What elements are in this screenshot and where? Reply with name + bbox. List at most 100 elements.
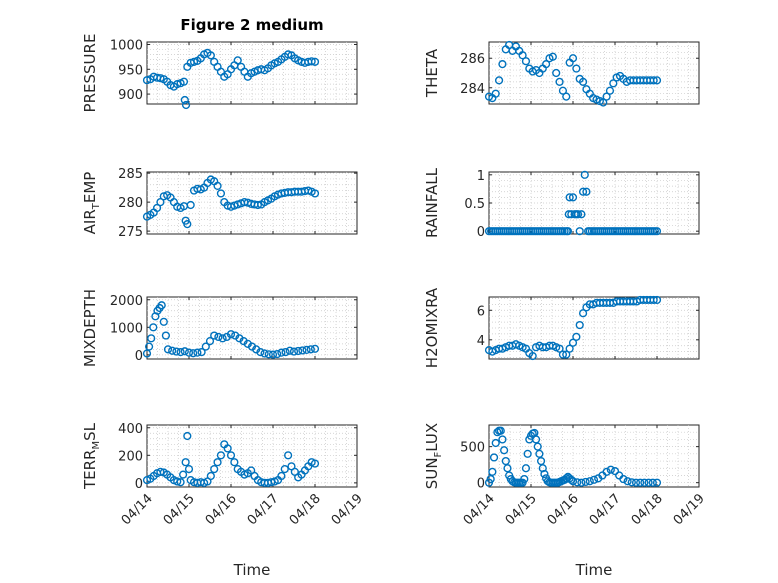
- data-point: [568, 193, 578, 202]
- data-point: [652, 227, 662, 236]
- data-point: [216, 189, 226, 198]
- y-tick-label: 285: [118, 167, 143, 182]
- y-axis-label-main: SUN: [423, 457, 441, 489]
- data-point: [498, 60, 507, 69]
- data-point: [652, 76, 662, 85]
- data-point: [176, 348, 185, 357]
- data-point: [631, 478, 641, 487]
- data-point: [156, 198, 165, 207]
- data-point: [572, 64, 581, 73]
- data-point: [179, 470, 188, 479]
- data-point: [542, 60, 551, 69]
- data-point: [623, 477, 632, 486]
- data-point: [552, 68, 561, 78]
- y-axis-label: AIRTEMP: [81, 172, 102, 235]
- y-axis-label-rest: EMP: [81, 172, 99, 203]
- data-point: [563, 227, 573, 236]
- data-point: [210, 331, 219, 340]
- data-point: [310, 189, 320, 198]
- data-point: [521, 57, 531, 66]
- data-point: [218, 334, 227, 343]
- data-point: [491, 438, 500, 448]
- data-point: [496, 426, 505, 435]
- y-axis-label: RAINFALL: [423, 167, 441, 238]
- data-point: [260, 349, 269, 358]
- y-tick-label: 275: [118, 225, 143, 240]
- data-point: [528, 351, 537, 361]
- data-point: [186, 200, 195, 210]
- subplot-2: 284 286 THETA: [423, 40, 700, 107]
- data-point: [523, 449, 532, 458]
- data-point: [213, 181, 222, 191]
- data-point: [486, 474, 495, 484]
- data-point: [157, 301, 166, 310]
- data-point: [602, 92, 611, 101]
- data-point: [253, 200, 262, 210]
- data-point: [176, 478, 185, 487]
- data-point: [555, 344, 564, 353]
- data-point: [280, 464, 289, 474]
- data-point: [518, 51, 527, 60]
- data-point: [223, 444, 232, 453]
- data-point: [206, 51, 215, 60]
- data-point: [540, 469, 549, 479]
- data-point: [214, 332, 223, 342]
- data-point: [535, 449, 544, 458]
- y-tick-label: 0.5: [464, 197, 485, 212]
- data-point: [648, 478, 657, 487]
- data-point: [306, 345, 315, 354]
- y-axis-label: H2OMIXRA: [423, 287, 441, 368]
- data-point: [213, 458, 222, 467]
- data-point: [142, 76, 152, 85]
- data-point: [578, 77, 588, 86]
- data-point: [562, 474, 571, 483]
- data-point: [609, 79, 618, 88]
- data-point: [163, 345, 173, 354]
- data-point: [210, 464, 219, 474]
- data-point: [564, 210, 573, 219]
- data-point: [256, 348, 265, 357]
- data-point: [640, 478, 649, 487]
- data-point: [233, 56, 242, 65]
- data-point: [498, 435, 507, 444]
- data-point: [575, 227, 584, 236]
- data-point: [536, 456, 546, 466]
- data-point: [179, 77, 189, 86]
- data-point: [558, 86, 568, 95]
- data-point: [602, 467, 611, 476]
- y-axis-label: SUNFLUX: [423, 423, 444, 489]
- data-point: [193, 348, 202, 357]
- data-point: [589, 475, 599, 484]
- data-point: [577, 210, 586, 219]
- data-point: [501, 456, 510, 466]
- y-tick-label: 2000: [110, 294, 143, 309]
- y-tick-label: 0: [135, 477, 143, 492]
- data-point: [582, 187, 591, 196]
- y-tick-label: 280: [118, 196, 143, 211]
- y-tick-label: 200: [118, 449, 143, 464]
- data-point: [610, 467, 620, 476]
- figure-title: Figure 2 medium: [180, 16, 323, 34]
- data-point: [149, 323, 158, 332]
- y-tick-label: 6: [477, 304, 485, 319]
- y-axis-label-subscript: F: [433, 451, 444, 457]
- data-point: [555, 77, 564, 86]
- x-axis-label-left: Time: [233, 561, 271, 579]
- data-point: [310, 57, 320, 66]
- data-point: [575, 320, 584, 330]
- data-point: [277, 348, 286, 357]
- y-tick-label: 1000: [110, 321, 143, 336]
- data-point: [310, 344, 320, 353]
- data-point: [152, 203, 162, 213]
- data-point: [649, 295, 658, 305]
- data-point: [572, 332, 581, 341]
- data-point: [488, 467, 497, 476]
- data-point: [578, 309, 588, 318]
- y-tick-label: 950: [118, 63, 143, 78]
- x-axis-label-right: Time: [575, 561, 613, 579]
- data-point: [156, 467, 165, 476]
- y-tick-label: 284: [460, 82, 485, 97]
- data-point: [298, 346, 307, 355]
- subplot-6: 4 6 H2OMIXRA: [423, 287, 700, 368]
